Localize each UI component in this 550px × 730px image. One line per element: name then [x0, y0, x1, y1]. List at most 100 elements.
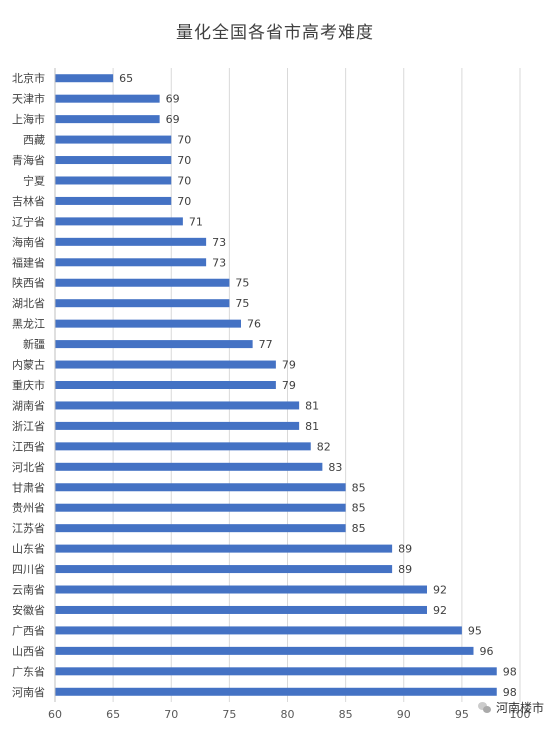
- y-tick-label: 西藏: [23, 134, 45, 147]
- x-tick-label: 100: [510, 708, 531, 721]
- y-tick-label: 天津市: [12, 92, 45, 106]
- data-label: 81: [305, 399, 319, 412]
- bar: [55, 605, 427, 614]
- data-label: 69: [166, 93, 180, 106]
- bar: [55, 687, 497, 696]
- y-tick-label: 福建省: [12, 255, 45, 269]
- bar: [55, 217, 183, 226]
- x-tick-label: 80: [281, 708, 295, 721]
- y-tick-label: 安徽省: [12, 603, 45, 617]
- y-tick-label: 新疆: [23, 337, 45, 351]
- bar: [55, 442, 311, 451]
- bar: [55, 94, 160, 103]
- data-label: 70: [177, 134, 191, 147]
- watermark-text: 河南楼市: [495, 701, 544, 715]
- y-tick-label: 江苏省: [12, 522, 45, 535]
- data-label: 92: [433, 604, 447, 617]
- data-label: 73: [212, 236, 226, 249]
- bar: [55, 74, 114, 83]
- data-label: 82: [317, 440, 331, 453]
- data-label: 70: [177, 174, 191, 187]
- y-tick-label: 江西省: [12, 440, 45, 453]
- y-tick-label: 吉林省: [12, 194, 45, 208]
- bar: [55, 340, 253, 349]
- y-tick-label: 山东省: [12, 543, 45, 556]
- y-tick-label: 重庆市: [12, 378, 45, 392]
- data-label: 92: [433, 584, 447, 597]
- data-label: 85: [352, 502, 366, 515]
- bar: [55, 524, 346, 533]
- bar: [55, 319, 241, 328]
- y-tick-label: 四川省: [12, 563, 45, 576]
- bar: [55, 299, 230, 308]
- y-tick-label: 湖南省: [12, 399, 45, 412]
- data-label: 69: [166, 113, 180, 126]
- data-label: 98: [503, 686, 517, 699]
- data-label: 75: [235, 277, 249, 290]
- y-tick-label: 辽宁省: [12, 214, 45, 228]
- watermark: 河南楼市: [477, 699, 544, 716]
- data-label: 70: [177, 195, 191, 208]
- bar: [55, 196, 172, 205]
- data-label: 83: [328, 461, 342, 474]
- data-label: 85: [352, 481, 366, 494]
- bar: [55, 483, 346, 492]
- x-tick-label: 75: [222, 708, 236, 721]
- y-tick-label: 湖北省: [12, 297, 45, 310]
- bar: [55, 421, 300, 430]
- data-label: 79: [282, 379, 296, 392]
- y-tick-label: 北京市: [12, 71, 45, 85]
- chart-title: 量化全国各省市高考难度: [176, 23, 374, 43]
- y-tick-label: 宁夏: [23, 173, 45, 187]
- y-tick-label: 海南省: [12, 235, 45, 249]
- y-tick-label: 上海市: [12, 112, 45, 126]
- y-tick-label: 云南省: [12, 584, 45, 597]
- y-tick-label: 甘肃省: [12, 481, 45, 494]
- y-tick-label: 河南省: [12, 686, 45, 699]
- bar: [55, 585, 427, 594]
- y-tick-label: 内蒙古: [12, 358, 45, 372]
- wechat-icon: [477, 702, 492, 713]
- data-label: 98: [503, 665, 517, 678]
- bar: [55, 646, 474, 655]
- data-label: 81: [305, 420, 319, 433]
- data-label: 95: [468, 624, 482, 637]
- x-tick-label: 70: [164, 708, 178, 721]
- bar: [55, 503, 346, 512]
- data-label: 89: [398, 543, 412, 556]
- y-tick-label: 广西省: [12, 624, 45, 637]
- bar: [55, 626, 462, 635]
- data-label: 85: [352, 522, 366, 535]
- y-tick-label: 陕西省: [12, 276, 45, 290]
- y-tick-label: 广东省: [12, 665, 45, 678]
- data-label: 65: [119, 72, 133, 85]
- data-label: 79: [282, 359, 296, 372]
- bar: [55, 237, 207, 246]
- x-tick-label: 65: [106, 708, 120, 721]
- y-tick-label: 山西省: [12, 645, 45, 658]
- y-tick-label: 浙江省: [12, 420, 45, 433]
- x-tick-label: 90: [397, 708, 411, 721]
- x-tick-label: 60: [48, 708, 62, 721]
- bar: [55, 401, 300, 410]
- x-tick-label: 95: [455, 708, 469, 721]
- bar: [55, 258, 207, 267]
- bar: [55, 135, 172, 144]
- data-label: 71: [189, 215, 203, 228]
- data-label: 76: [247, 318, 261, 331]
- data-label: 70: [177, 154, 191, 167]
- bar: [55, 176, 172, 185]
- data-label: 75: [235, 297, 249, 310]
- bar: [55, 115, 160, 124]
- bar: [55, 462, 323, 471]
- bar: [55, 156, 172, 165]
- bar: [55, 381, 276, 389]
- y-tick-label: 贵州省: [12, 502, 45, 515]
- data-label: 96: [480, 645, 494, 658]
- data-label: 77: [259, 338, 273, 351]
- bar: [55, 278, 230, 287]
- data-label: 89: [398, 563, 412, 576]
- bar: [55, 667, 497, 676]
- bar: [55, 544, 393, 553]
